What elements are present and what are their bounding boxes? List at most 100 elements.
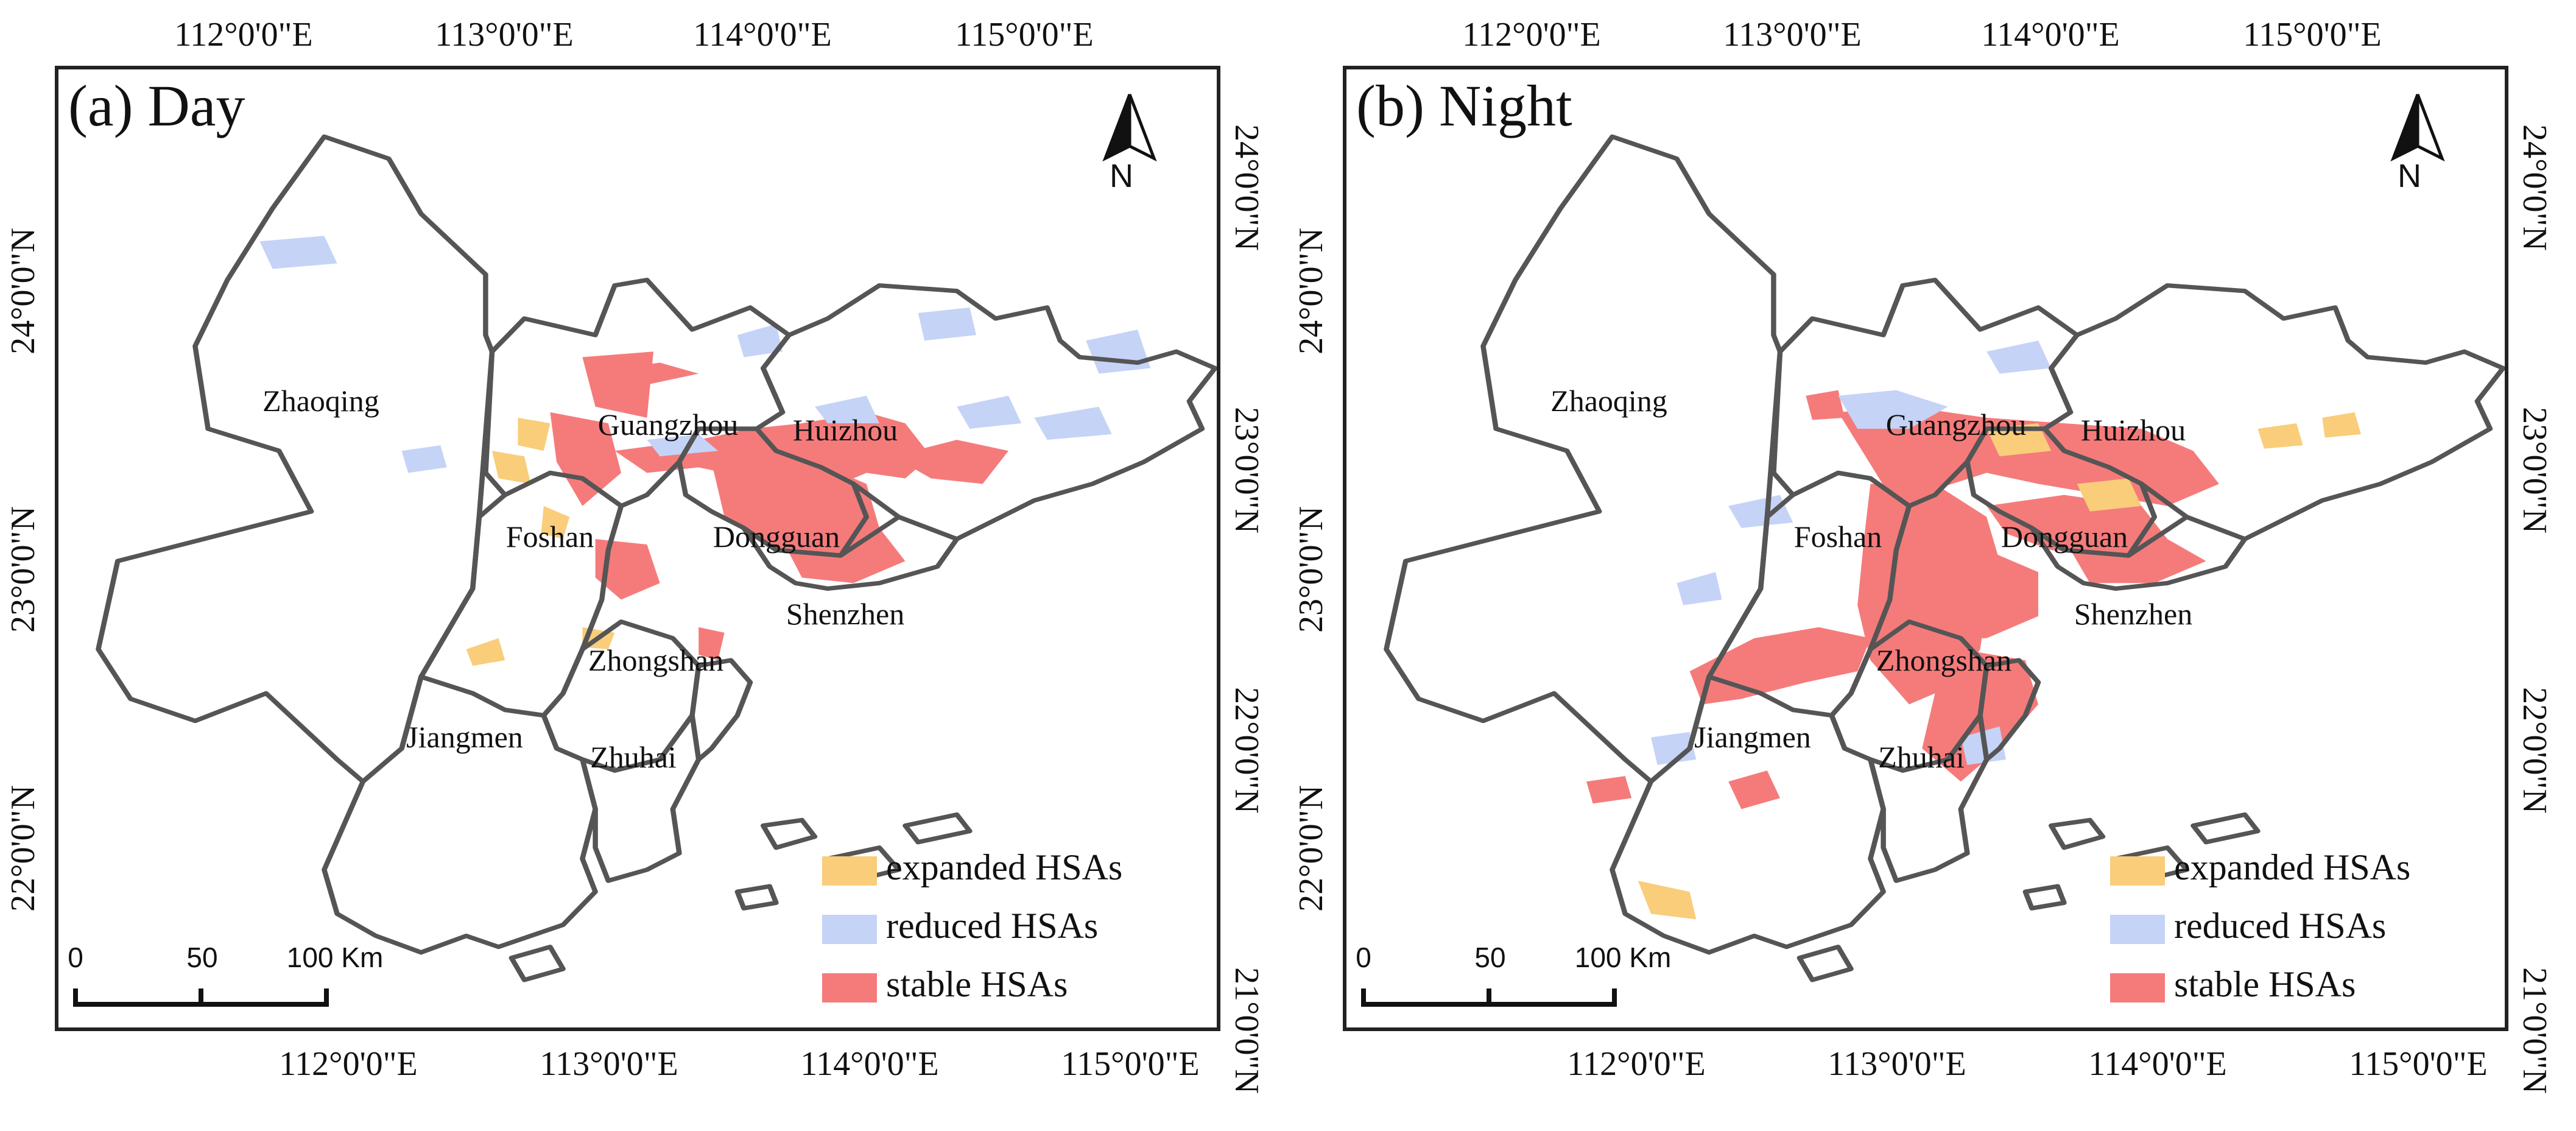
hsa-patch-expanded [518,417,551,451]
island-5 [734,884,779,911]
hsa-patch-reduced [1987,340,2052,374]
right-tick-label: 23°0'0"N [1228,407,1265,534]
bottom-tick-label: 113°0'0"E [540,1045,678,1083]
hsa-patch-expanded [541,506,570,539]
hsa-patch-stable [1728,770,1780,809]
north-arrow: N [1096,91,1163,213]
right-tick-label: 23°0'0"N [2516,407,2553,534]
scale-bar: 0 50 100 Km [67,941,383,1020]
hsa-layer [259,236,1151,666]
legend-swatch-expanded [822,856,877,886]
hsa-patch-reduced [918,307,976,341]
north-arrow-icon [1102,94,1157,162]
left-tick-label: 23°0'0"N [4,506,42,633]
jiangmen-boundary [322,674,598,955]
top-tick-label: 112°0'0"E [1462,16,1601,54]
hsa-patch-stable [550,412,621,506]
left-tick-label: 24°0'0"N [1292,228,1330,354]
map-canvas [1384,134,2506,982]
hsa-patch-stable [595,539,660,600]
right-tick-label: 21°0'0"N [1228,967,1265,1094]
city-label-huizhou: Huizhou [2080,413,2186,447]
coastline [697,658,753,761]
top-tick-label: 115°0'0"E [2243,16,2382,54]
scale-label-0: 0 [1356,942,1371,973]
scale-tick [73,988,78,1007]
scale-label-0: 0 [68,942,83,973]
scale-label-100: 100 Km [286,942,384,973]
city-label-jiangmen: Jiangmen [406,720,523,754]
coastline [1985,658,2041,761]
scale-tick [199,988,203,1007]
north-label: N [1110,158,1133,194]
left-tick-label: 22°0'0"N [4,785,42,912]
legend-swatch-expanded [2110,856,2165,886]
legend-swatch-reduced [822,915,877,944]
city-boundaries [1384,134,2506,982]
top-tick-label: 113°0'0"E [1723,16,1862,54]
hsa-patch-stable [614,412,931,490]
left-tick-label: 23°0'0"N [1292,506,1330,633]
right-tick-label: 22°0'0"N [1228,687,1265,814]
bottom-tick-label: 113°0'0"E [1828,1045,1966,1083]
legend-swatch-reduced [2110,915,2165,944]
north-label: N [2398,158,2421,194]
shenzhen-boundary [2029,515,2248,591]
map-frame [1343,66,2508,1031]
city-label-zhaoqing: Zhaoqing [1550,384,1667,418]
hsa-patch-expanded [491,451,531,484]
city-label-huizhou: Huizhou [792,413,898,447]
panel-title: (a) Day [68,73,245,138]
city-label-guangzhou: Guangzhou [597,407,739,442]
right-tick-label: 24°0'0"N [1228,124,1265,251]
scale-label-50: 50 [186,942,218,973]
bottom-tick-label: 115°0'0"E [1061,1045,1200,1083]
hsa-patch-reduced [1728,495,1793,528]
hsa-patch-reduced [1838,390,1948,429]
panel-night: 112°0'0"E 113°0'0"E 114°0'0"E 115°0'0"E … [1288,0,2576,1116]
dongguan-boundary [677,426,870,558]
map-frame [55,66,1220,1031]
city-label-zhuhai: Zhuhai [590,740,677,774]
hsa-patch-reduced [647,434,718,457]
scale-tick [1612,988,1617,1007]
island-4 [1797,945,1854,982]
hsa-patch-reduced [259,236,337,269]
scale-label-50: 50 [1474,942,1506,973]
bottom-tick-label: 112°0'0"E [279,1045,418,1083]
city-label-dongguan: Dongguan [713,520,840,554]
left-tick-label: 22°0'0"N [1292,785,1330,912]
city-label-shenzhen: Shenzhen [2074,597,2193,631]
legend-label: expanded HSAs [886,847,1123,887]
city-label-zhongshan: Zhongshan [588,643,724,677]
legend-swatch-stable [822,973,877,1002]
hsa-patch-expanded [2322,412,2361,438]
hsa-patch-reduced [401,445,447,473]
city-label-zhuhai: Zhuhai [1878,740,1965,774]
legend-label: expanded HSAs [2174,847,2411,887]
legend-swatch-stable [2110,973,2165,1002]
right-tick-label: 22°0'0"N [2516,687,2553,814]
hsa-patch-stable [1586,776,1632,804]
hsa-patch-stable [1806,390,1845,420]
right-tick-label: 21°0'0"N [2516,967,2553,1094]
hsa-patch-reduced [1677,572,1722,605]
legend-label: reduced HSAs [886,906,1099,946]
top-tick-label: 114°0'0"E [693,16,832,54]
top-tick-label: 115°0'0"E [955,16,1094,54]
right-tick-label: 24°0'0"N [2516,124,2553,251]
scale-tick [1361,988,1366,1007]
panel-day: 112°0'0"E 113°0'0"E 114°0'0"E 115°0'0"E … [0,0,1288,1116]
scale-label-100: 100 Km [1574,942,1672,973]
hsa-patch-stable [699,627,725,661]
legend-label: reduced HSAs [2174,906,2387,946]
bottom-tick-label: 115°0'0"E [2349,1045,2488,1083]
island-4 [509,945,566,982]
zhaoqing-boundary [96,134,495,784]
city-label-dongguan: Dongguan [2001,520,2128,554]
hsa-patch-expanded [466,638,505,666]
city-label-zhongshan: Zhongshan [1876,643,2012,677]
north-arrow-icon [2390,94,2445,162]
city-label-shenzhen: Shenzhen [786,597,905,631]
bottom-tick-label: 114°0'0"E [800,1045,939,1083]
